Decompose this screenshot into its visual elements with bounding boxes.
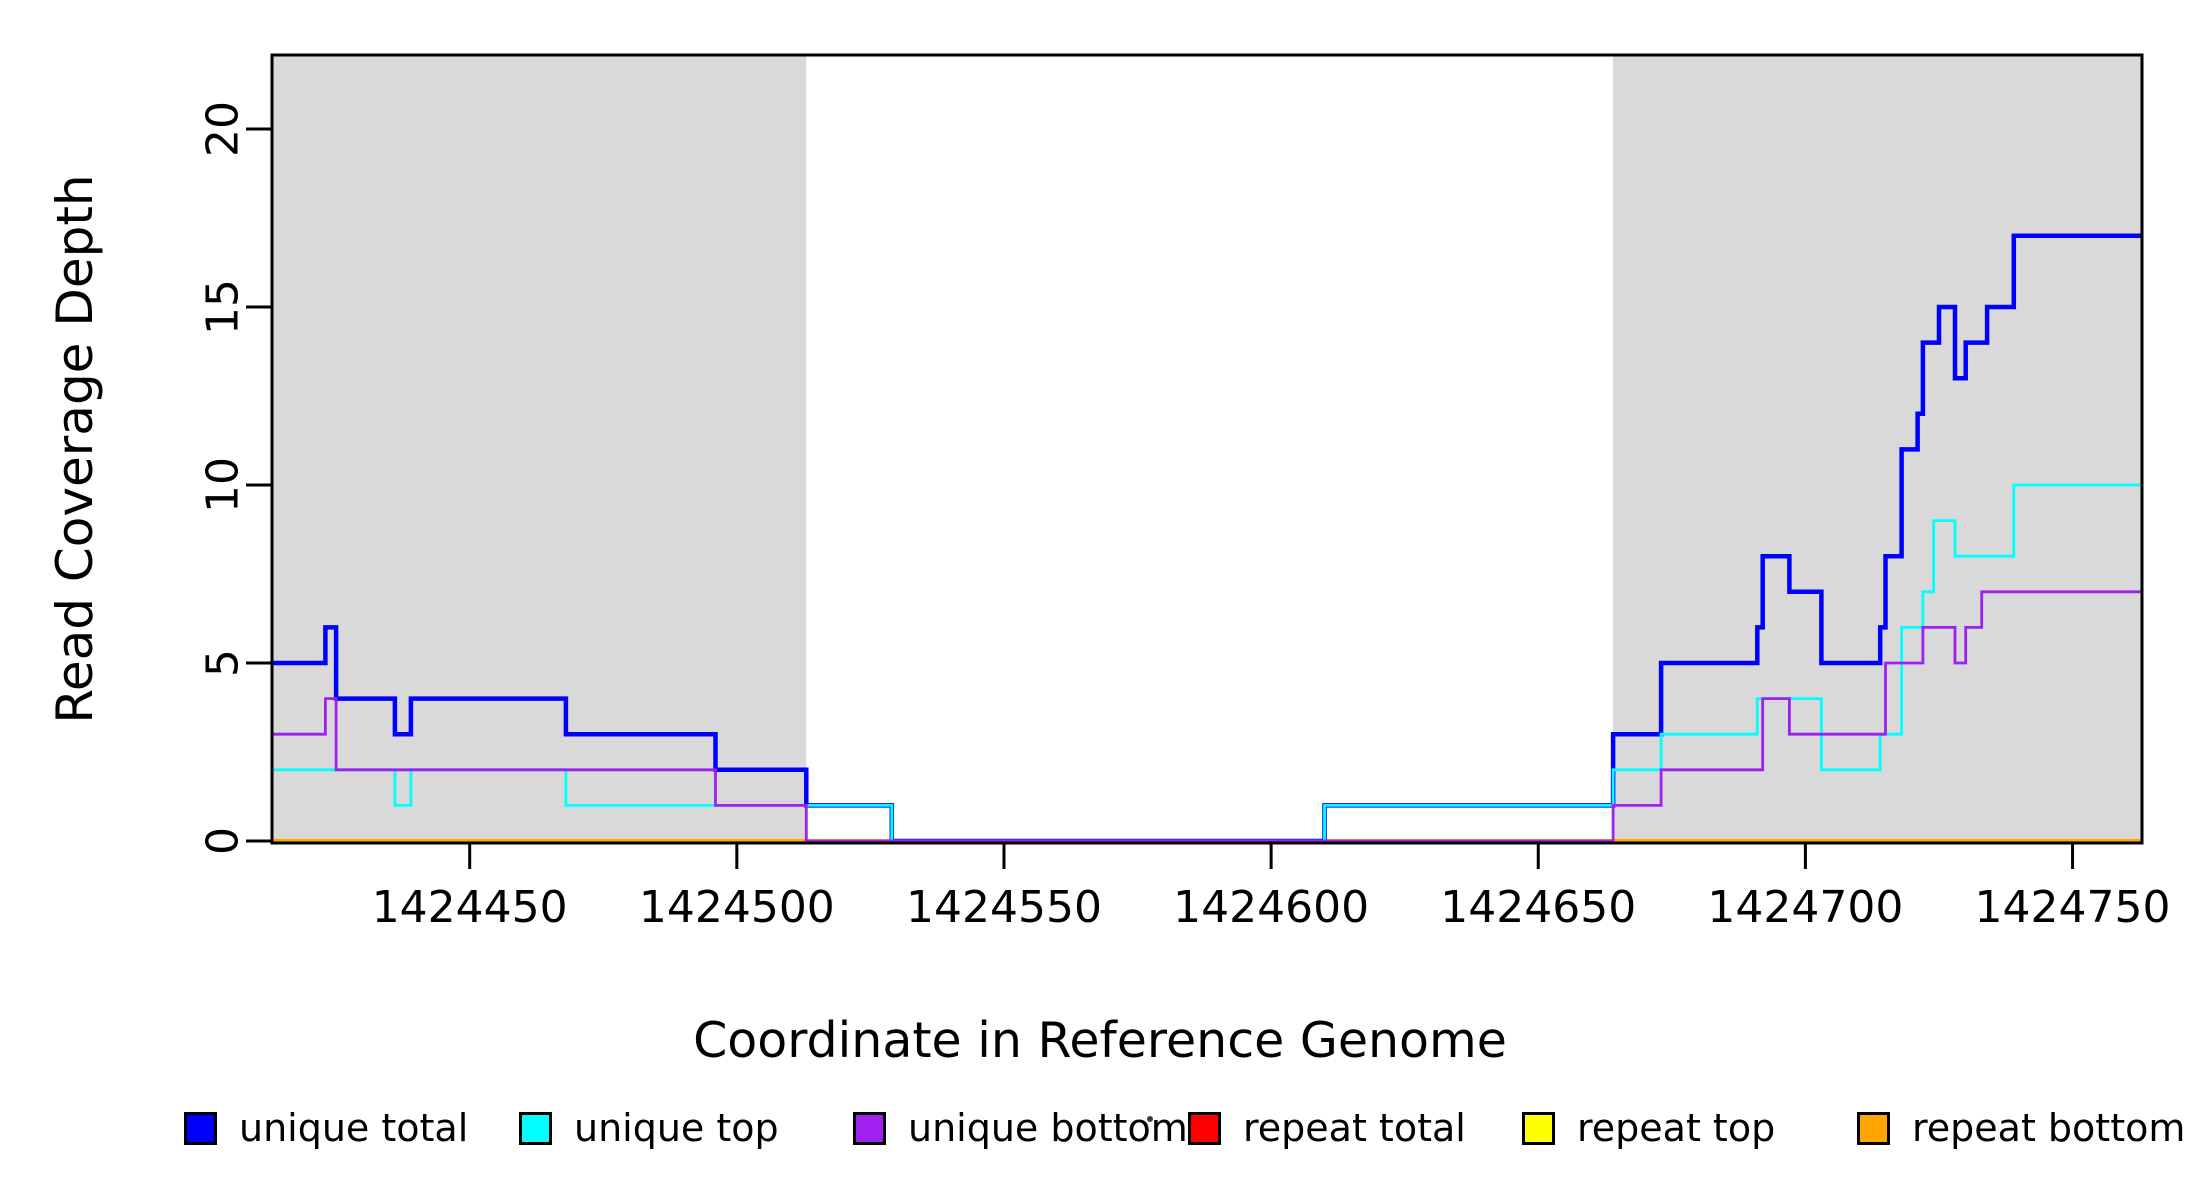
legend-swatch-icon xyxy=(853,1111,886,1145)
chart-legend: unique total unique top unique bottom repea… xyxy=(0,1106,2200,1166)
legend-item-unique-top: unique top xyxy=(519,1106,779,1150)
legend-label: repeat top xyxy=(1577,1106,1776,1150)
x-axis-tick-label: 1424600 xyxy=(1173,882,1369,933)
legend-label: unique top xyxy=(574,1106,779,1150)
series-line-unique-total xyxy=(272,233,2142,844)
legend-label: repeat total xyxy=(1243,1106,1466,1150)
legend-swatch-icon xyxy=(1857,1111,1890,1145)
legend-item-unique-bottom: unique bottom xyxy=(853,1106,1188,1150)
stray-point-artifact xyxy=(1147,1116,1153,1122)
shaded-region-right-homology-block xyxy=(1613,55,2142,843)
y-axis-tick-label: 5 xyxy=(197,649,248,677)
x-axis-tick-label: 1424700 xyxy=(1707,882,1903,933)
x-axis-tick-label: 1424500 xyxy=(639,882,835,933)
legend-swatch-icon xyxy=(1188,1111,1221,1145)
y-axis-tick-label: 10 xyxy=(197,457,248,513)
y-axis-tick-label: 0 xyxy=(197,827,248,855)
x-axis-tick-label: 1424550 xyxy=(906,882,1102,933)
legend-label: unique bottom xyxy=(908,1106,1188,1150)
y-axis-tick-label: 15 xyxy=(197,279,248,335)
legend-label: unique total xyxy=(239,1106,469,1150)
shaded-region-left-homology-block xyxy=(272,55,807,843)
legend-swatch-icon xyxy=(1522,1111,1555,1145)
legend-item-repeat-bottom: repeat bottom xyxy=(1857,1106,2185,1150)
legend-item-repeat-total: repeat total xyxy=(1188,1106,1466,1150)
legend-item-repeat-top: repeat top xyxy=(1522,1106,1775,1150)
x-axis-tick-label: 1424650 xyxy=(1440,882,1636,933)
y-axis-title: Read Coverage Depth xyxy=(46,174,104,724)
x-axis-tick-label: 1424750 xyxy=(1975,882,2171,933)
x-axis-tick-label: 1424450 xyxy=(372,882,568,933)
legend-swatch-icon xyxy=(519,1111,552,1145)
legend-label: repeat bottom xyxy=(1912,1106,2186,1150)
legend-item-unique-total: unique total xyxy=(184,1106,468,1150)
plot-box xyxy=(270,53,2144,845)
x-axis-title: Coordinate in Reference Genome xyxy=(693,1012,1507,1069)
series-line-unique-bottom xyxy=(272,590,2142,843)
y-axis-tick-label: 20 xyxy=(197,101,248,157)
legend-swatch-icon xyxy=(184,1111,217,1145)
series-line-unique-top xyxy=(272,483,2142,843)
